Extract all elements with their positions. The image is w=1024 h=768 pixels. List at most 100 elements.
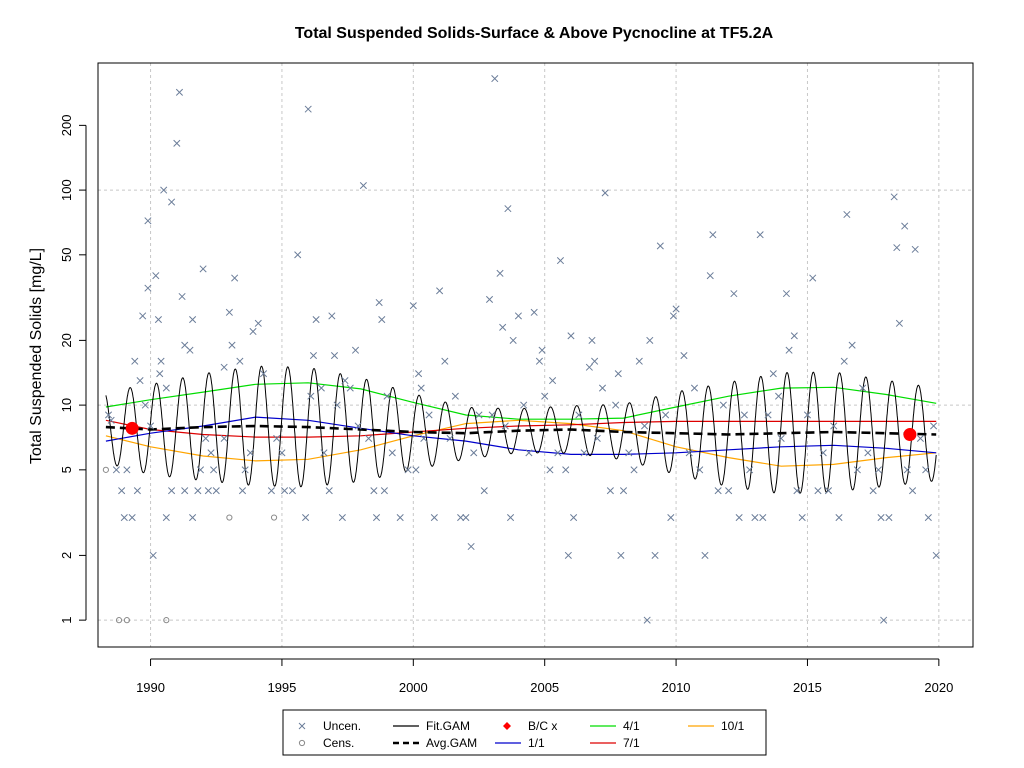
uncensored-point	[922, 466, 930, 474]
uncensored-point	[570, 513, 578, 522]
uncensored-point	[304, 105, 312, 113]
legend-label: Fit.GAM	[426, 719, 470, 733]
uncensored-point	[835, 513, 843, 522]
uncensored-point	[546, 466, 554, 474]
uncensored-point	[404, 466, 412, 474]
y-axis-label: Total Suspended Solids [mg/L]	[28, 248, 45, 464]
uncensored-point	[824, 487, 833, 495]
uncensored-point	[196, 466, 205, 474]
uncensored-point	[194, 487, 202, 495]
uncensored-point	[932, 551, 940, 559]
uncensored-point	[157, 357, 165, 365]
legend: Uncen. Cens. Fit.GAM Avg.GAM B/C x 1/1 4/1 7/1 1…	[282, 709, 767, 756]
uncensored-point	[538, 346, 546, 354]
uncensored-point	[333, 401, 341, 409]
uncensored-point	[562, 466, 570, 474]
chart-title: Total Suspended Solids-Surface & Above P…	[295, 25, 774, 42]
data-points	[102, 75, 940, 624]
uncensored-point	[294, 251, 302, 259]
uncensored-point	[238, 487, 247, 495]
bc-point	[125, 421, 139, 435]
uncensored-point	[530, 308, 538, 316]
legend-label: 1/1	[528, 736, 545, 750]
uncensored-point	[593, 434, 601, 442]
uncensored-point	[798, 513, 806, 522]
uncensored-point	[317, 384, 325, 392]
uncensored-point	[346, 384, 354, 392]
uncensored-point	[630, 466, 638, 474]
uncensored-point	[370, 487, 378, 495]
uncensored-point	[764, 411, 772, 419]
uncensored-point	[706, 272, 714, 280]
uncensored-point	[328, 312, 336, 320]
uncensored-point	[901, 222, 909, 230]
uncensored-point	[189, 513, 197, 522]
uncensored-point	[814, 487, 822, 495]
uncensored-point	[309, 352, 318, 360]
uncensored-point	[372, 513, 381, 522]
uncensored-point	[144, 284, 152, 292]
y-tick-label: 1	[59, 616, 74, 623]
uncensored-point	[136, 377, 144, 385]
y-tick-label: 5	[59, 466, 74, 473]
uncensored-point	[312, 315, 320, 324]
uncensored-point	[178, 292, 186, 301]
uncensored-point	[598, 384, 607, 392]
uncensored-point	[320, 449, 328, 457]
uncensored-point	[775, 392, 783, 400]
uncensored-point	[911, 245, 919, 253]
uncensored-point	[415, 370, 423, 378]
fit-gam-line	[105, 365, 937, 494]
uncensored-point	[104, 411, 113, 419]
uncensored-point	[160, 186, 168, 194]
x-tick-label: 2005	[530, 680, 559, 695]
uncensored-point	[864, 449, 872, 457]
uncensored-point	[388, 449, 396, 457]
uncensored-point	[916, 434, 925, 442]
avg-gam-line	[105, 424, 937, 436]
uncensored-point	[202, 434, 210, 442]
uncensored-point	[133, 487, 141, 495]
uncensored-point	[288, 487, 296, 495]
uncensored-point	[567, 332, 575, 340]
uncensored-point	[740, 411, 748, 419]
uncensored-point	[412, 466, 420, 474]
uncensored-point	[475, 411, 483, 419]
uncensored-point	[225, 308, 233, 316]
uncensored-point	[396, 513, 404, 522]
uncensored-point	[575, 411, 583, 419]
y-tick-label: 20	[59, 333, 74, 347]
uncensored-point	[601, 189, 609, 197]
uncensored-point	[175, 88, 184, 96]
uncensored-point	[895, 319, 903, 327]
uncensored-point	[509, 336, 517, 344]
uncensored-point	[877, 513, 885, 522]
uncensored-point	[409, 302, 417, 310]
uncensored-point	[793, 487, 801, 495]
uncensored-point	[819, 449, 827, 457]
uncensored-point	[746, 466, 754, 474]
uncensored-point	[769, 370, 777, 378]
uncensored-point	[803, 411, 812, 419]
censored-point	[163, 617, 170, 624]
censored-point	[270, 514, 278, 521]
uncensored-point	[606, 487, 614, 495]
uncensored-point	[612, 401, 620, 409]
uncensored-point	[785, 346, 793, 354]
uncensored-point	[417, 384, 425, 392]
uncensored-point	[651, 551, 659, 559]
uncensored-point	[378, 315, 386, 324]
uncensored-point	[207, 449, 215, 457]
uncensored-point	[281, 487, 289, 495]
uncensored-point	[241, 466, 249, 474]
uncensored-point	[554, 449, 562, 457]
uncensored-point	[617, 551, 625, 559]
uncensored-point	[204, 487, 212, 495]
uncensored-point	[680, 352, 688, 360]
uncensored-point	[462, 513, 470, 522]
uncensored-point	[843, 210, 851, 219]
plot-frame	[97, 62, 974, 648]
uncensored-point	[667, 513, 675, 522]
uncensored-point	[186, 346, 194, 354]
